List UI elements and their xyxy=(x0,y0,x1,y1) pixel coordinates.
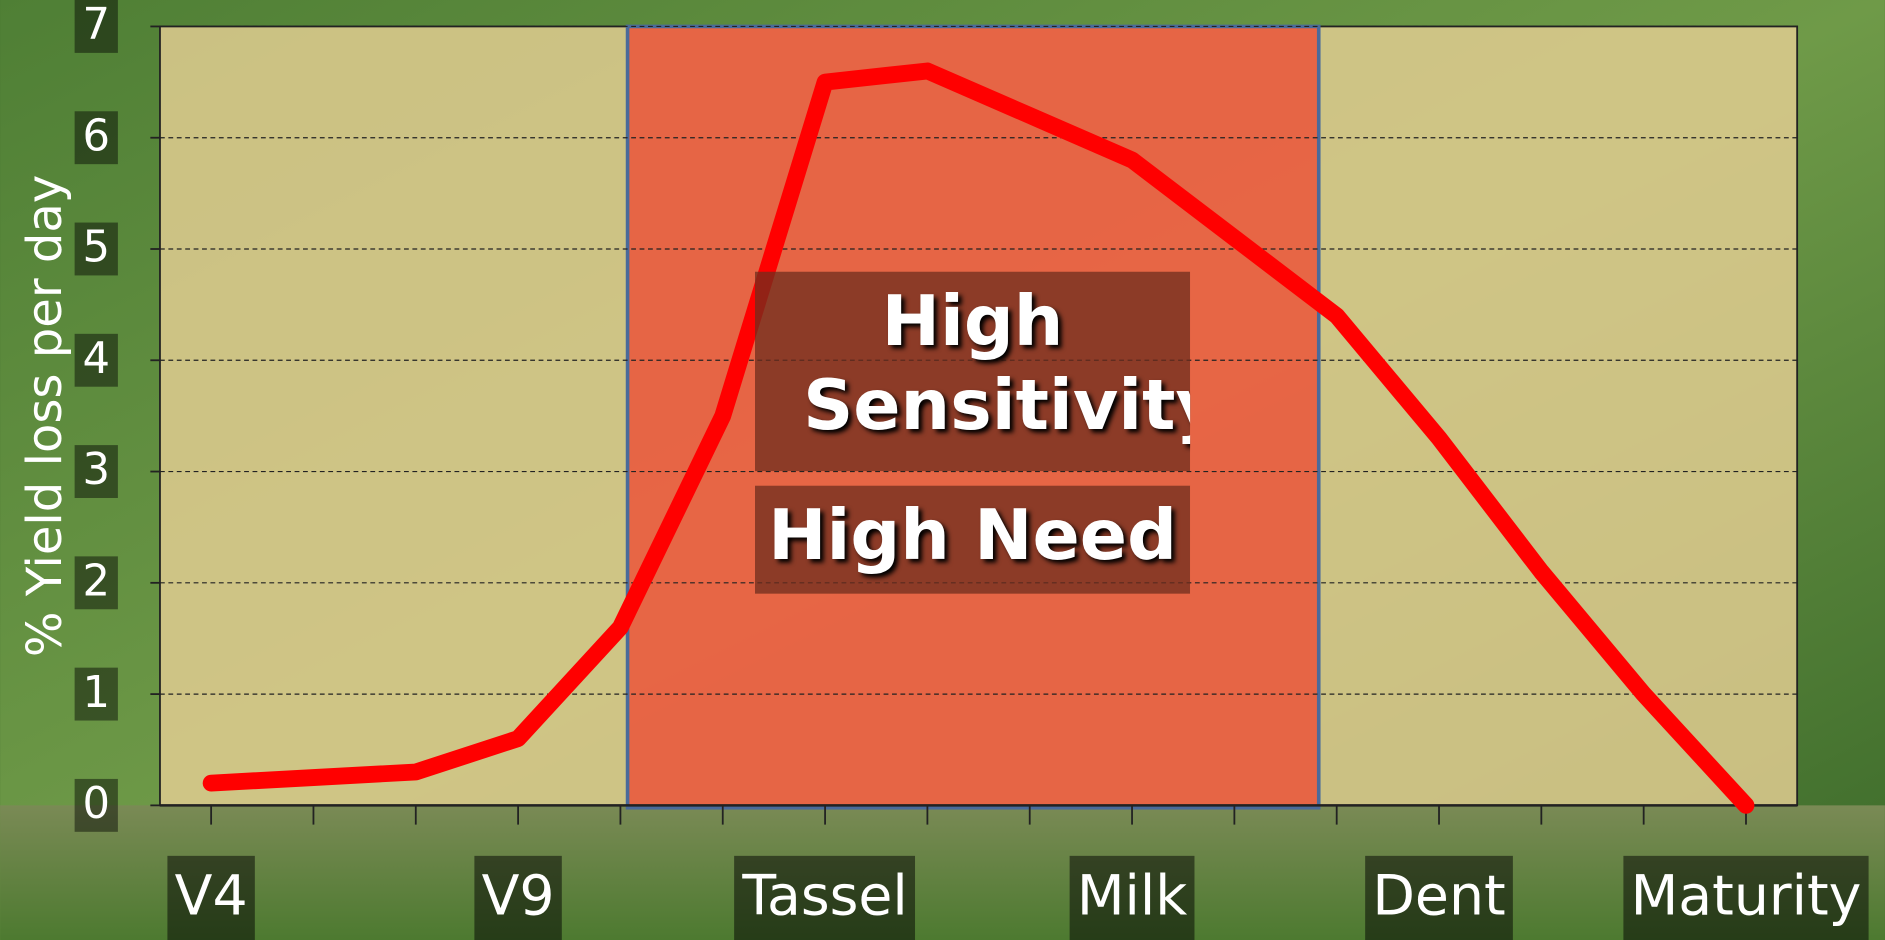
y-tick-label: 6 xyxy=(82,111,110,161)
ground xyxy=(0,805,1885,940)
chart: % Yield loss per day 0 1 2 3 4 5 6 7 V4 V9 Tassel M… xyxy=(0,0,1885,940)
x-tick-label: Dent xyxy=(1372,864,1505,928)
x-tick-label: Tassel xyxy=(741,864,907,928)
y-tick-label: 2 xyxy=(82,557,110,607)
page: {"chart_data": {"type": "line", "y_label… xyxy=(0,0,1885,940)
annotation-box: High Sensitivity xyxy=(755,272,1190,472)
y-tick-label: 1 xyxy=(82,668,110,718)
x-tick-label: Maturity xyxy=(1631,864,1862,928)
x-tick-label: V4 xyxy=(175,864,248,928)
y-tick-label: 7 xyxy=(82,0,110,50)
annotation: High Need xyxy=(755,486,1190,594)
x-tick-label: Milk xyxy=(1077,864,1187,928)
annotation: High Sensitivity xyxy=(755,272,1190,472)
annotation-box: High Need xyxy=(755,486,1190,594)
y-tick-label: 3 xyxy=(82,445,110,495)
y-tick-label: 5 xyxy=(82,223,110,273)
y-tick-label: 0 xyxy=(82,779,110,829)
x-tick-label: V9 xyxy=(482,864,555,928)
y-tick-label: 4 xyxy=(82,334,110,384)
y-axis-label: % Yield loss per day xyxy=(17,175,73,657)
